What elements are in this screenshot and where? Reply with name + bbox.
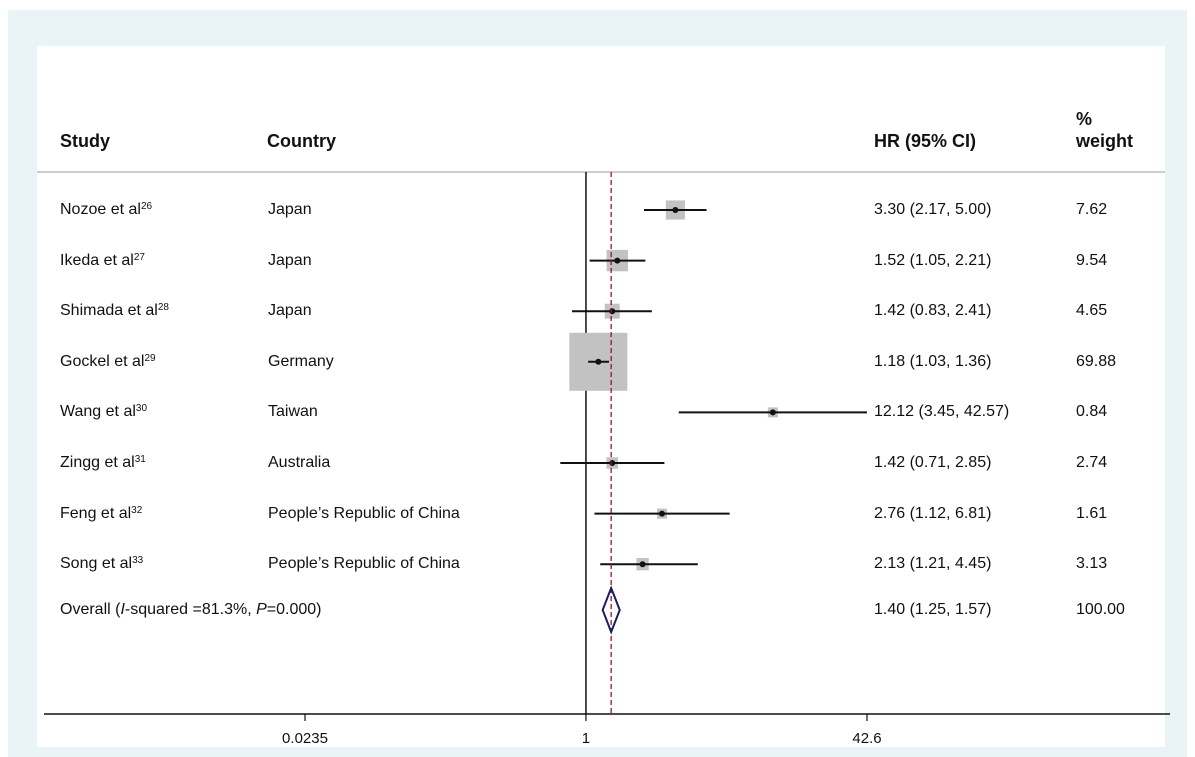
header-hr: HR (95% CI): [874, 131, 977, 151]
study-weight-text: 1.61: [1076, 504, 1108, 522]
overall-label-p: P: [256, 601, 267, 618]
header-weight-bottom: weight: [1076, 131, 1133, 151]
study-country: Japan: [268, 251, 312, 269]
study-label: Wang et al30: [60, 402, 147, 422]
study-label: Zingg et al31: [60, 453, 146, 473]
study-country: Japan: [268, 302, 312, 320]
overall-label-i: I: [120, 601, 125, 618]
study-reference: 27: [133, 251, 145, 263]
x-tick-label: 0.0235: [282, 730, 328, 747]
study-author: Zingg et al: [60, 454, 135, 471]
point-estimate: [672, 207, 679, 213]
point-estimate: [614, 257, 621, 264]
study-author: Wang et al: [60, 403, 136, 421]
study-weight-text: 9.54: [1076, 251, 1108, 269]
x-tick-label: 1: [581, 730, 591, 747]
study-reference: 31: [134, 454, 146, 465]
x-tick-label: 42.6: [852, 730, 882, 747]
study-country: People’s Republic of China: [268, 555, 460, 573]
study-weight-text: 7.62: [1076, 201, 1108, 218]
study-hr-text: 2.76 (1.12, 6.81): [874, 504, 992, 522]
overall-diamond: [601, 585, 621, 635]
study-hr-text: 1.42 (0.83, 2.41): [874, 302, 992, 320]
study-reference: 32: [131, 504, 143, 516]
study-country: Japan: [268, 201, 312, 218]
study-author: Song et al: [60, 555, 133, 573]
study-label: Gockel et al29: [60, 352, 156, 372]
study-author: Shimada et al: [60, 302, 158, 320]
point-estimate: [609, 460, 616, 466]
overall-label-prefix: Overall (: [60, 601, 121, 618]
study-country: People’s Republic of China: [268, 504, 460, 522]
study-label: Feng et al32: [60, 504, 142, 524]
study-hr-text: 1.52 (1.05, 2.21): [874, 251, 992, 269]
study-author: Nozoe et al: [60, 201, 141, 218]
header-weight-top: %: [1076, 109, 1093, 129]
study-label: Song et al33: [60, 554, 143, 574]
study-weight-text: 4.65: [1076, 302, 1108, 320]
header-country: Country: [267, 131, 336, 151]
study-hr-text: 2.13 (1.21, 4.45): [874, 555, 992, 573]
study-weight-text: 2.74: [1076, 454, 1108, 471]
study-country: Taiwan: [268, 403, 318, 421]
point-estimate: [769, 409, 776, 416]
study-reference: 26: [140, 201, 153, 212]
overall-label: Overall (I-squared =81.3%, P=0.000): [60, 600, 322, 620]
study-hr-text: 1.42 (0.71, 2.85): [874, 454, 992, 471]
overall-label-suffix: =0.000): [266, 601, 322, 618]
study-weight-text: 0.84: [1076, 403, 1108, 421]
overall-label-mid: -squared =81.3%,: [124, 601, 257, 618]
study-reference: 33: [132, 555, 144, 567]
study-reference: 30: [135, 403, 148, 415]
point-estimate: [659, 510, 666, 517]
study-hr-text: 1.18 (1.03, 1.36): [874, 352, 992, 370]
study-label: Nozoe et al26: [60, 200, 152, 220]
study-country: Germany: [268, 352, 334, 370]
plot-panel: [37, 46, 1165, 747]
study-author: Ikeda et al: [60, 251, 134, 269]
point-estimate: [595, 358, 602, 365]
study-hr-text: 12.12 (3.45, 42.57): [874, 403, 1010, 421]
header-study: Study: [60, 131, 111, 151]
overall-weight-text: 100.00: [1076, 601, 1125, 618]
study-label: Ikeda et al27: [60, 251, 145, 271]
study-reference: 28: [157, 302, 169, 314]
study-weight-text: 69.88: [1076, 352, 1117, 370]
study-weight-text: 3.13: [1076, 555, 1108, 573]
study-hr-text: 3.30 (2.17, 5.00): [874, 201, 992, 218]
overall-hr-text: 1.40 (1.25, 1.57): [874, 601, 992, 618]
point-estimate: [609, 308, 616, 315]
study-country: Australia: [268, 454, 331, 471]
study-label: Shimada et al28: [60, 301, 169, 321]
study-reference: 29: [144, 352, 156, 364]
study-author: Gockel et al: [60, 352, 145, 370]
study-author: Feng et al: [60, 504, 132, 522]
point-estimate: [639, 561, 646, 568]
